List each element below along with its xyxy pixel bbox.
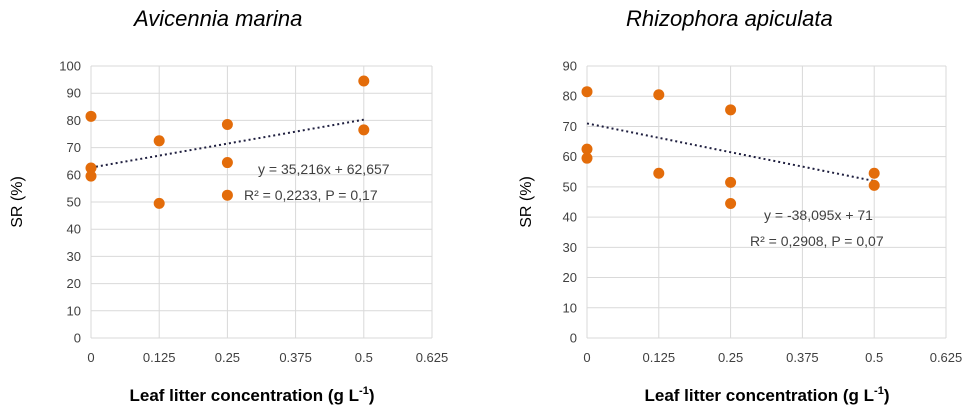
avicennia-data-point	[221, 189, 233, 201]
rhizophora-x-tick-label: 0.125	[643, 350, 676, 365]
rhizophora-y-axis-label: SR (%)	[518, 176, 535, 228]
avicennia-data-point	[85, 170, 97, 182]
rhizophora-x-axis-label: Leaf litter concentration (g L-1)	[645, 385, 890, 405]
avicennia-y-tick-label: 40	[67, 222, 81, 237]
rhizophora-y-tick-label: 0	[570, 331, 577, 346]
avicennia-y-tick-label: 60	[67, 167, 81, 182]
avicennia-y-tick-label: 20	[67, 276, 81, 291]
avicennia-x-tick-label: 0.25	[215, 350, 240, 365]
avicennia-data-point	[153, 197, 165, 209]
avicennia-data-point	[358, 124, 370, 136]
avicennia-y-tick-label: 90	[67, 86, 81, 101]
rhizophora-y-tick-label: 60	[563, 149, 577, 164]
rhizophora-regression-stats: R² = 0,2908, P = 0,07	[750, 233, 884, 249]
rhizophora-y-tick-label: 70	[563, 119, 577, 134]
rhizophora-data-point	[581, 143, 593, 155]
avicennia-y-tick-label: 80	[67, 113, 81, 128]
rhizophora-y-tick-label: 50	[563, 179, 577, 194]
avicennia-x-tick-label: 0.125	[143, 350, 176, 365]
avicennia-data-point	[153, 135, 165, 147]
avicennia-x-axis-label: Leaf litter concentration (g L-1)	[130, 385, 375, 405]
avicennia-y-axis-label: SR (%)	[9, 176, 26, 228]
avicennia-data-point	[85, 162, 97, 174]
avicennia-x-tick-label: 0	[87, 350, 94, 365]
avicennia-data-point	[85, 110, 97, 122]
avicennia-y-tick-label: 100	[59, 59, 81, 74]
rhizophora-data-point	[653, 89, 665, 101]
rhizophora-data-point	[868, 167, 880, 179]
avicennia-regression-equation: y = 35,216x + 62,657	[258, 161, 390, 177]
rhizophora-y-tick-label: 20	[563, 270, 577, 285]
rhizophora-regression-equation: y = -38,095x + 71	[764, 207, 873, 223]
rhizophora-data-point	[725, 176, 737, 188]
rhizophora-y-tick-label: 80	[563, 89, 577, 104]
avicennia-y-tick-label: 70	[67, 140, 81, 155]
avicennia-data-point	[221, 118, 233, 130]
rhizophora-data-point	[725, 104, 737, 116]
avicennia-trendline	[90, 118, 364, 169]
chart-title-rhizophora: Rhizophora apiculata	[626, 6, 833, 31]
rhizophora-data-point	[581, 86, 593, 98]
rhizophora-data-point	[868, 179, 880, 191]
rhizophora-x-tick-label: 0.625	[930, 350, 963, 365]
rhizophora-data-point	[653, 167, 665, 179]
avicennia-y-tick-label: 50	[67, 195, 81, 210]
avicennia-y-tick-label: 0	[74, 331, 81, 346]
avicennia-y-tick-label: 10	[67, 303, 81, 318]
avicennia-x-tick-label: 0.5	[355, 350, 373, 365]
avicennia-y-tick-label: 30	[67, 249, 81, 264]
rhizophora-y-tick-label: 90	[563, 59, 577, 74]
avicennia-data-point	[358, 75, 370, 87]
rhizophora-y-tick-label: 40	[563, 210, 577, 225]
avicennia-regression-stats: R² = 0,2233, P = 0,17	[244, 187, 378, 203]
avicennia-x-tick-label: 0.625	[416, 350, 449, 365]
avicennia-data-point	[221, 157, 233, 169]
rhizophora-data-point	[725, 198, 737, 210]
chart-title-avicennia: Avicennia marina	[134, 6, 303, 31]
rhizophora-x-tick-label: 0.375	[786, 350, 819, 365]
avicennia-x-tick-label: 0.375	[279, 350, 312, 365]
rhizophora-x-tick-label: 0.25	[718, 350, 743, 365]
rhizophora-x-tick-label: 0.5	[865, 350, 883, 365]
rhizophora-x-tick-label: 0	[583, 350, 590, 365]
rhizophora-y-tick-label: 10	[563, 300, 577, 315]
rhizophora-trendline	[586, 122, 875, 182]
rhizophora-data-point	[581, 152, 593, 164]
rhizophora-y-tick-label: 30	[563, 240, 577, 255]
